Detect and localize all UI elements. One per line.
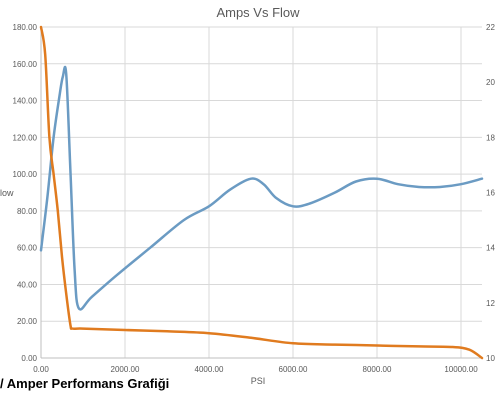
x-tick-label: 8000.00 xyxy=(363,365,392,374)
series-lines xyxy=(39,25,484,360)
x-axis-label: PSI xyxy=(251,376,266,386)
y-axis-label: low xyxy=(0,188,14,198)
series-line-1 xyxy=(39,65,484,311)
x-tick-label: 6000.00 xyxy=(279,365,308,374)
left-axis-tick-labels: 0.00 20.00 40.00 60.00 80.00 100.00 120.00 140.… xyxy=(13,23,38,363)
x-tick-label: 2000.00 xyxy=(111,365,140,374)
y-tick-label: 80.00 xyxy=(17,207,38,216)
y2-tick-label: 14 xyxy=(486,244,495,253)
y-tick-label: 140.00 xyxy=(13,97,38,106)
series-line-2 xyxy=(39,25,484,360)
y-tick-label: 120.00 xyxy=(13,133,38,142)
gridlines xyxy=(41,26,482,359)
y2-tick-label: 12 xyxy=(486,299,495,308)
x-tick-label: 0.00 xyxy=(33,365,49,374)
x-tick-label: 10000.00 xyxy=(444,365,478,374)
chart-title: Amps Vs Flow xyxy=(216,5,300,20)
y2-tick-label: 18 xyxy=(486,133,495,142)
axes xyxy=(40,27,482,359)
right-axis-tick-labels: 10 12 14 16 18 20 22 xyxy=(486,23,495,363)
y-tick-label: 60.00 xyxy=(17,244,38,253)
y2-tick-label: 22 xyxy=(486,23,495,32)
y-tick-label: 20.00 xyxy=(17,317,38,326)
y-tick-label: 160.00 xyxy=(13,60,38,69)
y2-tick-label: 16 xyxy=(486,189,495,198)
y-tick-label: 40.00 xyxy=(17,280,38,289)
x-tick-label: 4000.00 xyxy=(195,365,224,374)
y-tick-label: 0.00 xyxy=(21,354,37,363)
chart-caption: / Amper Performans Grafiği xyxy=(0,376,170,391)
y2-tick-label: 20 xyxy=(486,78,495,87)
y2-tick-label: 10 xyxy=(486,354,495,363)
x-axis-tick-labels: 0.00 2000.00 4000.00 6000.00 8000.00 10000.00 xyxy=(33,365,478,374)
y-tick-label: 180.00 xyxy=(13,23,38,32)
y-tick-label: 100.00 xyxy=(13,170,38,179)
